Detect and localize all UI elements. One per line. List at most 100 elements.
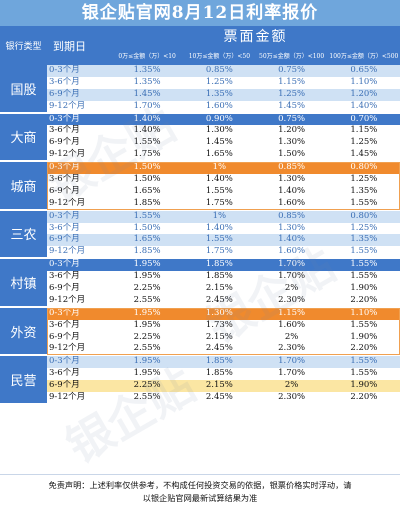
rate-cell: 1.25% (350, 222, 378, 233)
table-row: 0-3个月 1.95% 1.30% 1.15% 1.10% (47, 307, 400, 320)
term-cell: 9-12个月 (49, 100, 86, 111)
rate-cell: 1.40% (205, 222, 233, 233)
header-amount-columns: 0万≤金额（万）<10 10万≤金额（万）<50 50万≤金额（万）<100 1… (111, 48, 400, 65)
page-title: 银企贴官网8月12日利率报价 (0, 0, 400, 26)
term-cell: 3-6个月 (49, 222, 80, 233)
rate-cell: 1.15% (278, 76, 306, 87)
rate-cell: 2.20% (350, 294, 378, 305)
bank-type-label: 民营 (0, 356, 47, 404)
rate-cell: 1.40% (350, 100, 378, 111)
table-row: 9-12个月 1.75% 1.65% 1.50% 1.45% (47, 149, 400, 162)
rate-cell: 1.40% (133, 113, 161, 124)
rate-cell: 0.70% (350, 113, 378, 124)
rate-cell: 1.50% (133, 174, 161, 185)
rate-cell: 1.90% (350, 331, 378, 342)
rate-cell: 2.25% (133, 331, 161, 342)
header-amount-col: 0万≤金额（万）<10 (118, 53, 176, 60)
term-rows: 0-3个月 1.35% 0.85% 0.75% 0.65% 3-6个月 1.35% 1.25%… (47, 65, 400, 113)
rate-cell: 1.30% (278, 174, 306, 185)
term-rows: 0-3个月 1.95% 1.30% 1.15% 1.10% 3-6个月 1.95% 1.73%… (47, 307, 400, 356)
table-row: 6-9个月 1.55% 1.45% 1.30% 1.25% (47, 137, 400, 150)
table-row: 9-12个月 1.85% 1.75% 1.60% 1.55% (47, 197, 400, 210)
term-cell: 9-12个月 (49, 392, 86, 403)
term-cell: 0-3个月 (49, 259, 80, 270)
term-cell: 3-6个月 (49, 368, 80, 379)
bank-type-label: 外资 (0, 307, 47, 356)
term-cell: 3-6个月 (49, 174, 80, 185)
term-rows: 0-3个月 1.95% 1.85% 1.70% 1.55% 3-6个月 1.95% 1.85%… (47, 259, 400, 307)
bank-type-label: 三农 (0, 210, 47, 259)
rate-cell: 1.60% (278, 319, 306, 330)
rate-cell: 1.85% (133, 246, 161, 257)
rate-cell: 1.55% (350, 319, 378, 330)
header-amount-col: 50万≤金额（万）<100 (259, 53, 325, 60)
term-cell: 0-3个月 (49, 65, 80, 75)
rate-cell: 1.40% (133, 125, 161, 136)
table-row: 9-12个月 2.55% 2.45% 2.30% 2.20% (47, 343, 400, 356)
rate-cell: 1.95% (133, 368, 161, 379)
rate-cell: 1.70% (278, 259, 306, 270)
rate-cell: 1.35% (133, 76, 161, 87)
rate-cell: 1.10% (350, 307, 378, 318)
rate-cell: 1.30% (278, 222, 306, 233)
rate-cell: 0.75% (278, 65, 306, 75)
rate-cell: 1.90% (350, 283, 378, 294)
term-cell: 9-12个月 (49, 246, 86, 257)
term-cell: 6-9个月 (49, 137, 80, 148)
term-cell: 0-3个月 (49, 356, 80, 367)
rate-cell: 0.75% (278, 113, 306, 124)
rate-cell: 1.25% (278, 88, 306, 99)
term-rows: 0-3个月 1.40% 0.90% 0.75% 0.70% 3-6个月 1.40% 1.30%… (47, 113, 400, 162)
term-cell: 9-12个月 (49, 149, 86, 160)
rate-cell: 2.15% (205, 331, 233, 342)
rate-cell: 1.95% (133, 307, 161, 318)
rate-cell: 2.25% (133, 380, 161, 391)
term-rows: 0-3个月 1.50% 1% 0.85% 0.80% 3-6个月 1.50% 1.40% 1.3… (47, 162, 400, 210)
rate-cell: 1.50% (278, 149, 306, 160)
term-cell: 3-6个月 (49, 76, 80, 87)
rate-cell: 1.25% (350, 174, 378, 185)
header-face-value: 票面金额 (223, 29, 288, 45)
table-row: 6-9个月 1.65% 1.55% 1.40% 1.35% (47, 185, 400, 198)
rate-cell: 0.65% (350, 65, 378, 75)
rate-cell: 1.20% (278, 125, 306, 136)
bank-group: 大商 0-3个月 1.40% 0.90% 0.75% 0.70% 3-6个月 1.40% 1.3… (0, 113, 400, 163)
rate-cell: 1.60% (278, 197, 306, 208)
rate-cell: 1.40% (278, 185, 306, 196)
rate-cell: 1% (212, 210, 227, 221)
rate-cell: 1.70% (133, 100, 161, 111)
term-cell: 9-12个月 (49, 343, 86, 354)
header-amount-col: 10万≤金额（万）<50 (188, 53, 251, 60)
term-cell: 0-3个月 (49, 210, 80, 221)
rate-cell: 2.25% (133, 283, 161, 294)
table-row: 9-12个月 2.55% 2.45% 2.30% 2.20% (47, 392, 400, 404)
rate-cell: 2.45% (205, 294, 233, 305)
rate-cell: 1.55% (350, 197, 378, 208)
rate-cell: 1.95% (133, 271, 161, 282)
rate-cell: 0.85% (205, 65, 233, 75)
rate-cell: 0.85% (278, 162, 306, 173)
rate-cell: 1.90% (350, 380, 378, 391)
bank-group: 外资 0-3个月 1.95% 1.30% 1.15% 1.10% 3-6个月 1.95% 1.7… (0, 307, 400, 357)
term-cell: 0-3个月 (49, 162, 80, 173)
table-row: 0-3个月 1.50% 1% 0.85% 0.80% (47, 162, 400, 175)
rate-cell: 1.95% (133, 356, 161, 367)
rate-cell: 1.30% (205, 307, 233, 318)
rate-cell: 1.60% (205, 100, 233, 111)
disclaimer-line-1: 免责声明：上述利率仅供参考，不构成任何投资交易的依据，银票价格实时浮动，请 (48, 480, 352, 490)
rate-cell: 0.90% (205, 113, 233, 124)
rate-cell: 2.15% (205, 380, 233, 391)
table-row: 3-6个月 1.95% 1.85% 1.70% 1.55% (47, 368, 400, 381)
rate-cell: 1.25% (350, 137, 378, 148)
bank-group: 国股 0-3个月 1.35% 0.85% 0.75% 0.65% 3-6个月 1.35% 1.2… (0, 65, 400, 114)
table-row: 0-3个月 1.55% 1% 0.85% 0.80% (47, 210, 400, 223)
rate-cell: 1.45% (205, 137, 233, 148)
term-rows: 0-3个月 1.55% 1% 0.85% 0.80% 3-6个月 1.50% 1.40% 1.3… (47, 210, 400, 259)
table-row: 6-9个月 1.45% 1.35% 1.25% 1.20% (47, 88, 400, 101)
rate-cell: 2% (284, 331, 299, 342)
rate-cell: 2.30% (278, 294, 306, 305)
rate-cell: 2% (284, 380, 299, 391)
rate-cell: 1.55% (350, 356, 378, 367)
rate-cell: 1.95% (133, 319, 161, 330)
rate-cell: 1.35% (350, 185, 378, 196)
